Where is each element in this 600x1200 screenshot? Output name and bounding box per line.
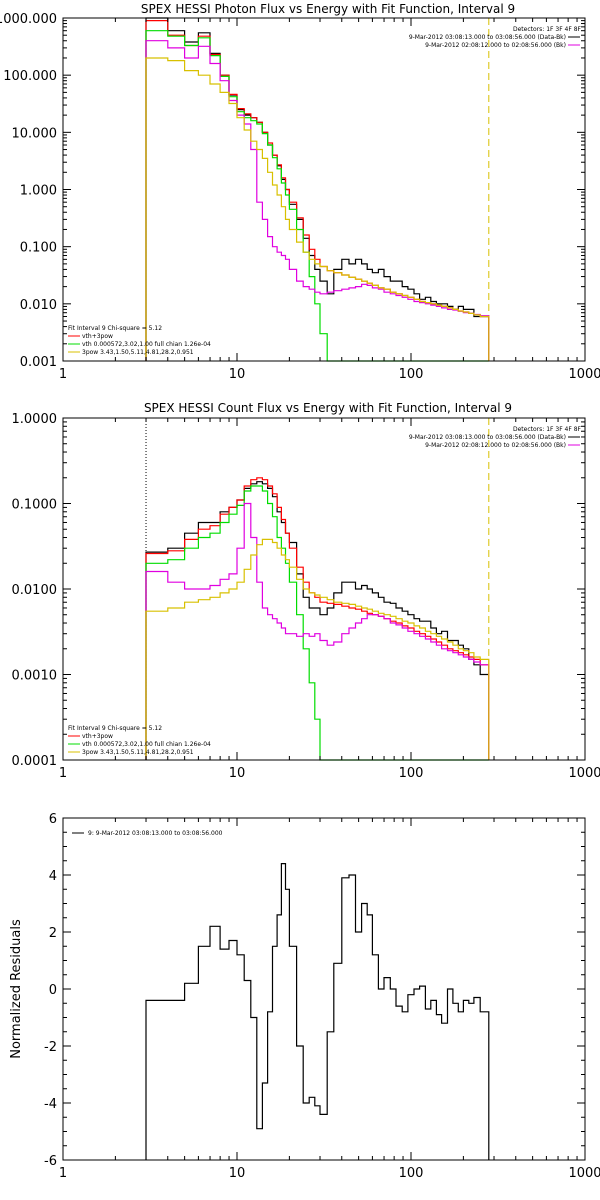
legend-top-right: Detectors: 1F 3F 4F 8F 9-Mar-2012 03:08:…	[409, 26, 582, 49]
y-tick-label: 6	[49, 812, 57, 827]
legend-entry-data: 9-Mar-2012 03:08:13.000 to 03:08:56.000 …	[409, 434, 566, 441]
legend-entry-3pow: 3pow 3.43,1.50,5.11,4.81,28.2,0.951	[82, 749, 194, 756]
legend-top-right: Detectors: 1F 3F 4F 8F 9-Mar-2012 03:08:…	[409, 426, 582, 449]
plot-frame	[62, 817, 586, 1161]
x-tick-label: 1	[59, 1166, 67, 1181]
legend-bottom-left: Fit Interval 9 Chi-square = 5.12 vth+3po…	[68, 725, 211, 756]
legend-header: Fit Interval 9 Chi-square = 5.12	[68, 725, 162, 732]
legend-entry-interval: 9: 9-Mar-2012 03:08:13.000 to 03:08:56.0…	[88, 830, 223, 837]
series-4-line	[145, 538, 490, 760]
x-tick-label: 10	[229, 1166, 246, 1181]
panel-title: SPEX HESSI Count Flux vs Energy with Fit…	[144, 401, 512, 415]
series-2-line	[145, 485, 489, 761]
series-0-line	[145, 481, 490, 760]
panel-title: SPEX HESSI Photon Flux vs Energy with Fi…	[141, 2, 515, 16]
legend-header: Detectors: 1F 3F 4F 8F	[513, 426, 582, 433]
y-tick-label: 0.1000	[12, 498, 58, 513]
legend-bottom-left: Fit Interval 9 Chi-square = 5.12 vth+3po…	[68, 325, 211, 356]
x-tick-label: 1000	[568, 1166, 600, 1181]
y-tick-label: 100.000	[3, 69, 57, 84]
legend-entry-vth: vth 0.000572,3.02,1.00 full chian 1.26e-…	[82, 741, 211, 748]
y-tick-label: 0.0010	[12, 669, 58, 684]
x-tick-label: 1	[59, 766, 67, 781]
legend-entry-vth3pow: vth+3pow	[82, 733, 113, 740]
count-flux-panel: SPEX HESSI Count Flux vs Energy with Fit…	[12, 401, 600, 781]
legend-entry-bk: 9-Mar-2012 02:08:12.000 to 02:08:56.000 …	[425, 442, 566, 449]
y-tick-label: 2	[49, 926, 57, 941]
y-tick-label: -6	[44, 1154, 57, 1169]
y-tick-label: 0.0001	[12, 754, 58, 769]
legend-header: Detectors: 1F 3F 4F 8F	[513, 26, 582, 33]
x-tick-label: 1000	[568, 367, 600, 382]
legend-entry-bk: 9-Mar-2012 02:08:12.000 to 02:08:56.000 …	[425, 42, 566, 49]
y-tick-label: 0.001	[20, 355, 57, 370]
series-1-line	[145, 20, 490, 361]
series-1-line	[145, 477, 490, 760]
y-tick-label: -2	[44, 1040, 57, 1055]
legend-top-left: 9: 9-Mar-2012 03:08:13.000 to 03:08:56.0…	[72, 830, 223, 837]
y-tick-label: 1.0000	[12, 412, 58, 427]
legend-entry-vth3pow: vth+3pow	[82, 333, 113, 340]
series-0-line	[145, 863, 490, 1160]
legend-entry-data: 9-Mar-2012 03:08:13.000 to 03:08:56.000 …	[409, 34, 566, 41]
series-3-line	[145, 502, 490, 760]
x-tick-label: 10	[229, 766, 246, 781]
y-tick-label: 1.000	[20, 184, 57, 199]
y-tick-label: 0.010	[20, 298, 57, 313]
x-tick-label: 1	[59, 367, 67, 382]
legend-header: Fit Interval 9 Chi-square = 5.12	[68, 325, 162, 332]
x-tick-label: 100	[399, 367, 424, 382]
y-tick-label: 0	[49, 983, 57, 998]
series-4-line	[145, 57, 490, 361]
y-tick-label: 4	[49, 869, 57, 884]
y-tick-label: 0.0100	[12, 583, 58, 598]
residuals-panel: 1 10 100 1000 -6 -4 -2 0 2 4 6 Normalized Residual…	[9, 812, 600, 1181]
y-tick-label: 0.100	[20, 241, 57, 256]
y-tick-label: -4	[44, 1097, 57, 1112]
x-tick-label: 10	[229, 367, 246, 382]
x-tick-label: 1000	[568, 766, 600, 781]
legend-entry-vth: vth 0.000572,3.02,1.00 full chian 1.26e-…	[82, 341, 211, 348]
y-tick-label: 10.000	[12, 126, 58, 141]
y-tick-label: 1000.000	[0, 12, 57, 27]
plot-frame	[62, 417, 586, 761]
y-axis-label: Normalized Residuals	[9, 919, 24, 1059]
legend-entry-3pow: 3pow 3.43,1.50,5.11,4.81,28.2,0.951	[82, 349, 194, 356]
x-tick-label: 100	[399, 1166, 424, 1181]
series-2-line	[145, 30, 489, 362]
series-3-line	[145, 40, 490, 361]
photon-flux-panel: SPEX HESSI Photon Flux vs Energy with Fi…	[0, 2, 600, 382]
series-0-line	[145, 17, 490, 361]
plot-frame	[62, 17, 586, 362]
x-tick-label: 100	[399, 766, 424, 781]
